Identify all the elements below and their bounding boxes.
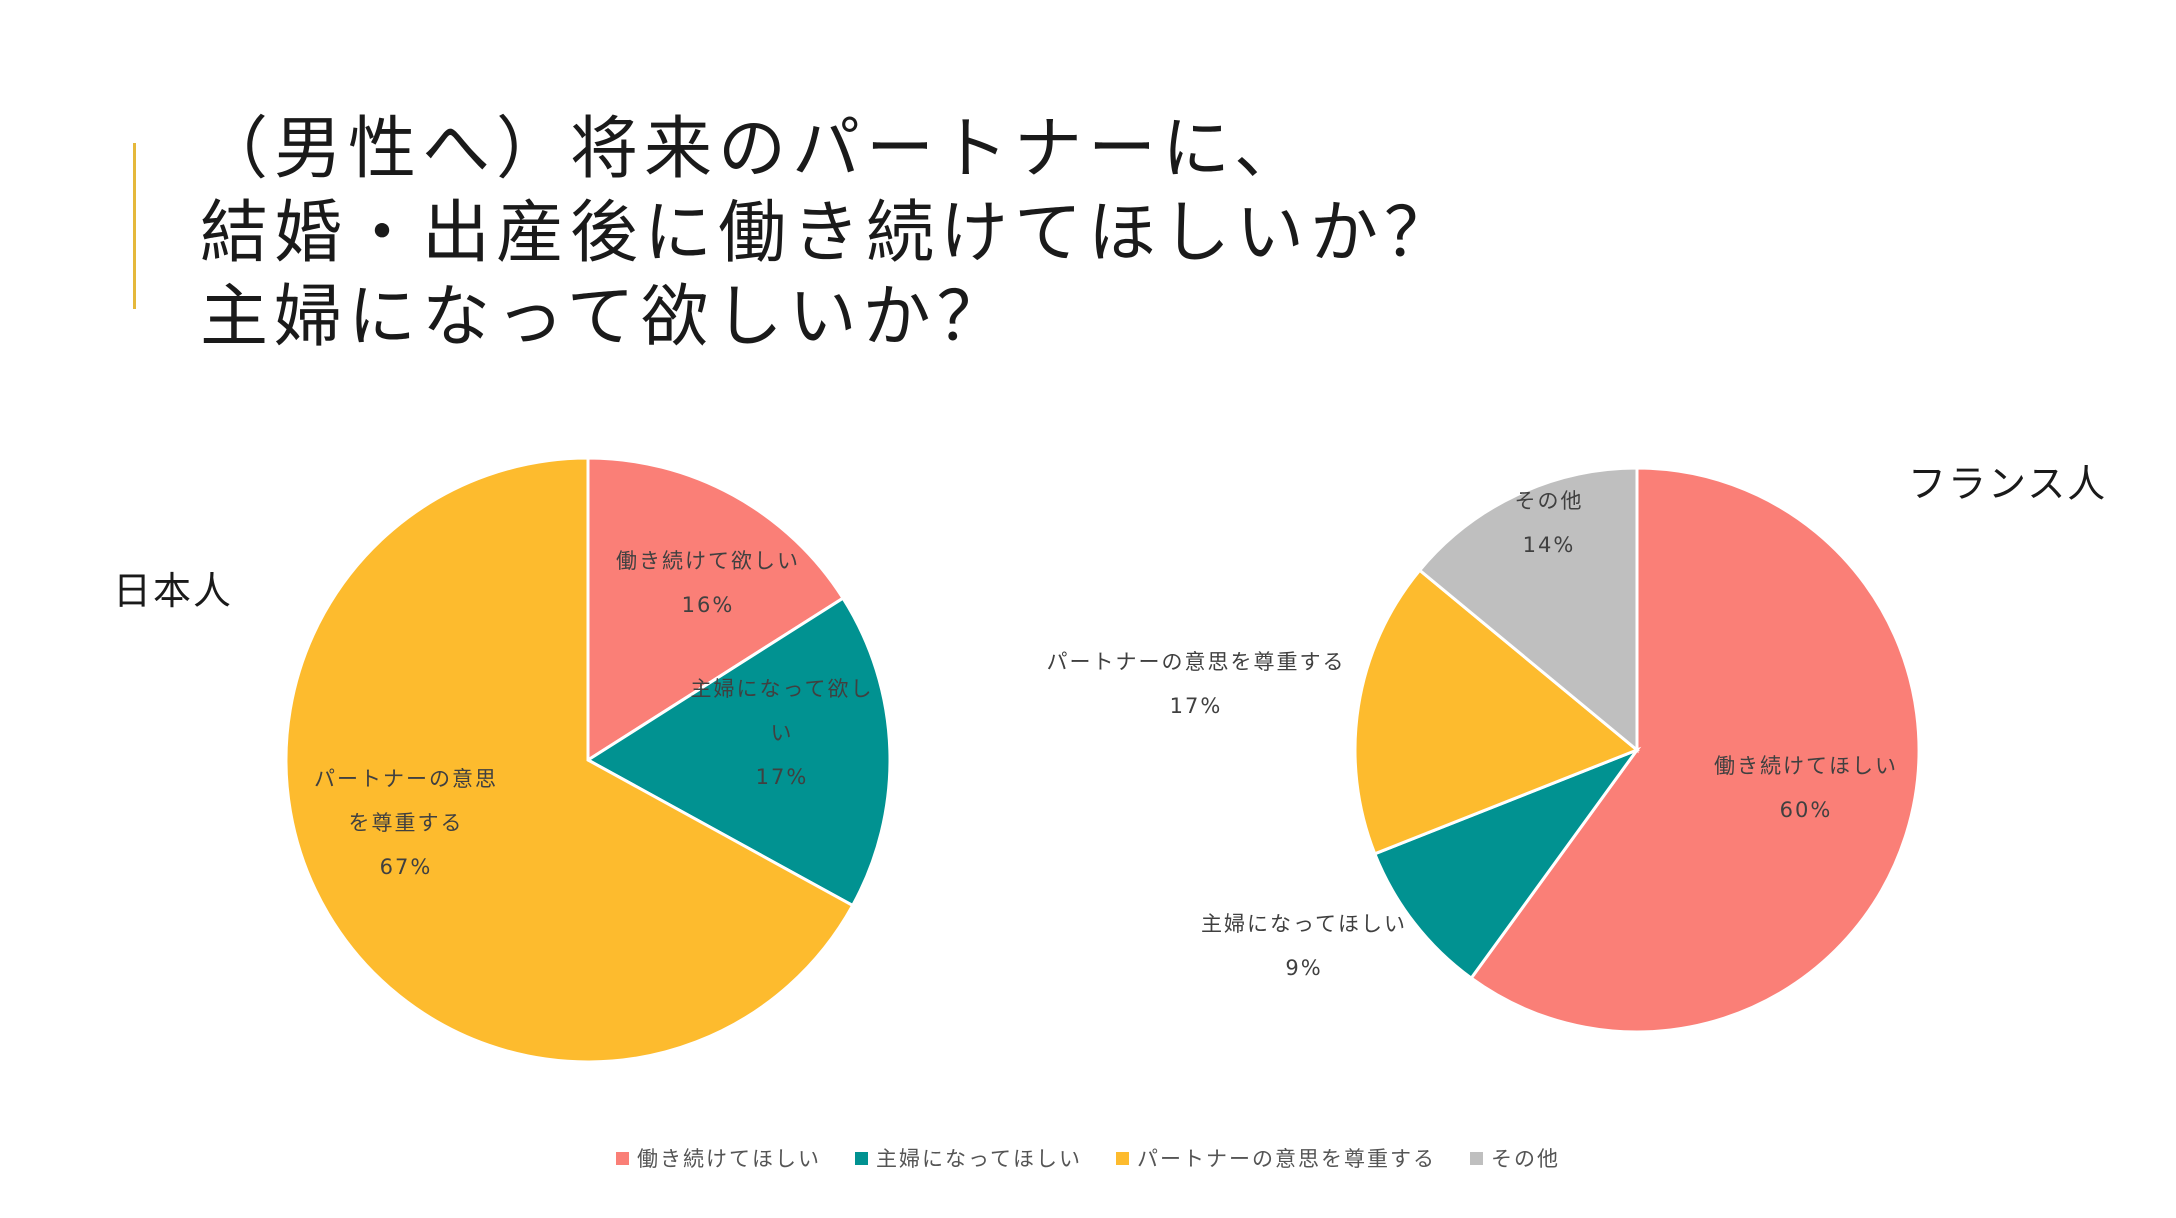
france-data-label-work: 働き続けてほしい 60%	[1714, 754, 1898, 822]
title-accent-bar	[133, 143, 136, 309]
legend-label: パートナーの意思を尊重する	[1136, 1147, 1436, 1171]
japan-slice-housewife	[585, 596, 892, 908]
title-line-3: 主婦になって欲しいか？	[200, 278, 1011, 357]
japan-slice-respect	[284, 456, 855, 1064]
legend-item-other: その他	[1469, 1143, 1560, 1173]
slice-category-label: 働き続けてほしい	[1714, 754, 1898, 778]
legend-item-housewife: 主婦になってほしい	[855, 1143, 1082, 1173]
slice-category-label: い	[771, 721, 794, 745]
legend-label: その他	[1490, 1147, 1560, 1171]
slice-category-label: 主婦になって欲し	[691, 677, 874, 701]
slice-category-label: パートナーの意思を尊重する	[1047, 650, 1346, 674]
japan-data-label-respect: パートナーの意思を尊重する 67%	[314, 767, 498, 879]
legend-label: 働き続けてほしい	[637, 1147, 822, 1171]
japan-data-label-housewife: 主婦になって欲しい 17%	[691, 677, 874, 789]
slice-percent-label: 17%	[756, 765, 809, 789]
japan-pie-chart: 働き続けて欲しい 16% 主婦になって欲しい 17% パートナーの意思を尊重する 67%	[284, 456, 892, 1064]
slide-title: （男性へ）将来のパートナーに、 結婚・出産後に働き続けてほしいか？ 主婦になって…	[200, 108, 1458, 360]
france-slice-work	[1469, 466, 1921, 1034]
france-pie-chart: 働き続けてほしい 60% 主婦になってほしい 9% パートナーの意思を尊重する 17% その…	[1047, 466, 1921, 1034]
chart-legend: 働き続けてほしい 主婦になってほしい パートナーの意思を尊重する その他	[0, 1143, 2176, 1173]
slice-percent-label: 14%	[1523, 533, 1576, 557]
title-line-1: （男性へ）将来のパートナーに、	[200, 110, 1308, 189]
japan-data-label-work: 働き続けて欲しい 16%	[616, 549, 800, 617]
france-slice-housewife	[1372, 746, 1642, 981]
slice-category-label: 働き続けて欲しい	[616, 549, 800, 573]
slice-percent-label: 60%	[1780, 798, 1833, 822]
slice-category-label: その他	[1515, 489, 1584, 513]
legend-swatch	[616, 1151, 630, 1165]
japan-slice-work	[586, 456, 846, 763]
france-panel-label: フランス人	[1908, 462, 2108, 506]
france-data-label-housewife: 主婦になってほしい 9%	[1201, 912, 1407, 980]
france-data-label-respect: パートナーの意思を尊重する 17%	[1047, 650, 1346, 718]
slice-category-label: を尊重する	[349, 811, 464, 835]
legend-swatch	[1469, 1151, 1483, 1165]
france-data-label-other: その他 14%	[1515, 489, 1584, 557]
slice-percent-label: 16%	[682, 593, 735, 617]
legend-swatch	[1115, 1151, 1129, 1165]
slice-percent-label: 9%	[1285, 956, 1322, 980]
legend-item-respect: パートナーの意思を尊重する	[1115, 1143, 1436, 1173]
japan-panel-label: 日本人	[113, 569, 234, 613]
title-line-2: 結婚・出産後に働き続けてほしいか？	[200, 194, 1459, 273]
france-slice-other	[1417, 466, 1639, 754]
legend-swatch	[855, 1151, 869, 1165]
france-slice-respect	[1353, 568, 1640, 856]
slice-category-label: パートナーの意思	[314, 767, 498, 791]
slice-category-label: 主婦になってほしい	[1201, 912, 1407, 936]
legend-item-work: 働き続けてほしい	[616, 1143, 821, 1173]
slice-percent-label: 17%	[1170, 694, 1223, 718]
legend-label: 主婦になってほしい	[876, 1147, 1082, 1171]
slice-percent-label: 67%	[380, 855, 433, 879]
